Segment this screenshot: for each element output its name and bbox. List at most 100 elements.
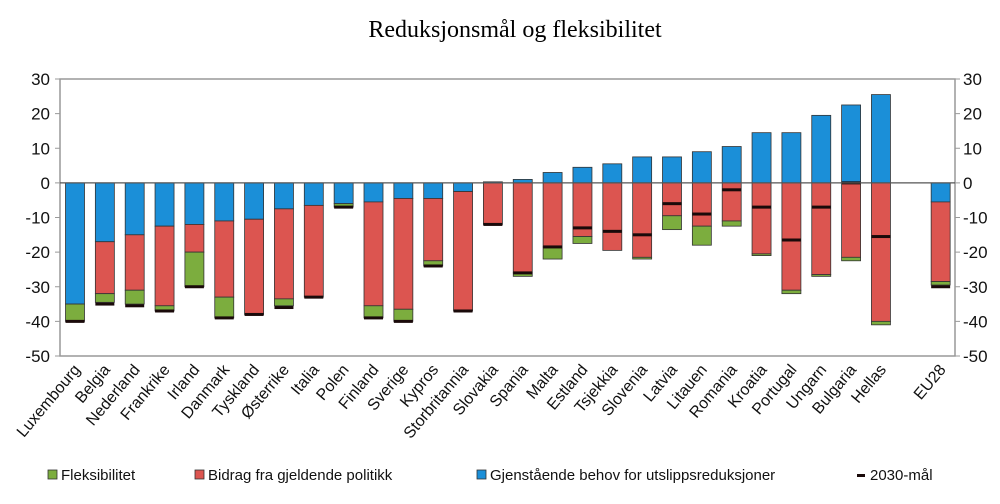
bar-remaining-need: [154, 182, 175, 227]
bar-remaining-need: [751, 132, 772, 184]
target-marker-2030: [513, 271, 533, 275]
bar-current-policy: [542, 182, 563, 248]
bar-remaining-need: [662, 156, 682, 184]
x-tick-label: EU28: [911, 362, 950, 404]
y-tick-label-left: -30: [25, 278, 50, 297]
y-tick-label-left: 20: [31, 105, 50, 124]
y-tick-label-left: 0: [41, 174, 50, 193]
legend-label: Gjenstående behov for utslippsreduksjone…: [490, 467, 775, 484]
bar-flexibility: [721, 220, 742, 227]
target-marker-2030: [871, 235, 891, 239]
bar-flexibility: [214, 296, 235, 319]
bar-remaining-need: [423, 182, 444, 199]
bar-flexibility: [930, 281, 951, 286]
bar-current-policy: [214, 220, 235, 298]
bar-flexibility: [184, 251, 205, 288]
bar-current-policy: [363, 201, 384, 307]
bar-flexibility: [94, 293, 115, 303]
bar-remaining-need: [572, 166, 593, 184]
bar-remaining-need: [214, 182, 235, 222]
target-marker-2030: [364, 316, 383, 320]
y-tick-label-right: -10: [963, 209, 988, 228]
target-marker-2030: [244, 312, 264, 316]
bar-current-policy: [662, 182, 682, 217]
x-tick-label: Luxembourg: [14, 362, 84, 441]
bar-remaining-need: [124, 182, 145, 236]
target-marker-2030: [483, 222, 503, 226]
bar-current-policy: [244, 218, 265, 315]
bar-flexibility: [691, 225, 712, 246]
legend-swatch: [194, 469, 205, 480]
bar-remaining-need: [542, 172, 563, 184]
target-marker-2030: [543, 245, 563, 249]
target-marker-2030: [214, 316, 234, 320]
target-marker-2030: [423, 264, 443, 268]
bar-current-policy: [393, 198, 414, 310]
bar-flexibility: [811, 274, 832, 277]
bar-current-policy: [602, 182, 623, 251]
bar-current-policy: [453, 191, 473, 312]
y-tick-label-right: -40: [963, 312, 988, 331]
target-marker-2030: [602, 229, 622, 233]
target-marker-2030: [65, 319, 85, 323]
target-marker-2030: [811, 205, 831, 209]
bar-flexibility: [363, 305, 384, 319]
bar-current-policy: [124, 234, 145, 291]
legend-swatch: [47, 469, 58, 480]
bar-remaining-need: [602, 163, 623, 184]
legend-label: Fleksibilitet: [61, 467, 136, 484]
bar-remaining-need: [632, 156, 653, 184]
legend-swatch-target: [857, 474, 865, 477]
target-marker-2030: [722, 188, 742, 192]
target-marker-2030: [155, 309, 175, 313]
target-marker-2030: [95, 302, 115, 306]
target-marker-2030: [931, 285, 951, 289]
bar-flexibility: [124, 289, 145, 305]
bar-flexibility: [871, 320, 891, 326]
target-marker-2030: [632, 233, 652, 237]
bar-remaining-need: [781, 132, 802, 184]
bar-remaining-need: [94, 182, 115, 243]
bar-remaining-need: [841, 104, 861, 184]
y-tick-label-left: 30: [31, 70, 50, 89]
y-tick-label-right: -20: [963, 243, 988, 262]
legend-label: 2030-mål: [870, 467, 933, 484]
bar-remaining-need: [811, 114, 832, 184]
bar-flexibility: [841, 256, 861, 262]
bar-current-policy: [781, 182, 802, 291]
y-tick-label-right: -30: [963, 278, 988, 297]
bar-remaining-need: [453, 182, 473, 192]
bar-flexibility: [572, 236, 593, 244]
bar-current-policy: [154, 225, 175, 307]
bar-current-policy: [512, 182, 533, 274]
bar-current-policy: [632, 182, 653, 258]
y-tick-label-left: -50: [25, 347, 50, 366]
y-tick-label-left: -40: [25, 312, 50, 331]
bar-current-policy: [482, 182, 503, 225]
bar-current-policy: [871, 182, 891, 322]
bar-flexibility: [393, 308, 414, 322]
y-tick-label-right: -50: [963, 347, 988, 366]
bar-flexibility: [781, 289, 802, 295]
bar-remaining-need: [65, 182, 85, 305]
target-marker-2030: [662, 202, 682, 206]
target-marker-2030: [752, 205, 772, 209]
target-marker-2030: [781, 238, 801, 242]
bar-current-policy: [841, 182, 861, 258]
bar-remaining-need: [871, 94, 891, 184]
bar-remaining-need: [930, 182, 951, 203]
bar-current-policy: [751, 182, 772, 255]
bar-remaining-need: [244, 182, 265, 220]
target-marker-2030: [572, 226, 592, 230]
legend-swatch: [476, 469, 487, 480]
target-marker-2030: [274, 306, 294, 310]
bar-current-policy: [274, 208, 294, 300]
bar-flexibility: [632, 256, 653, 260]
target-marker-2030: [184, 285, 204, 289]
y-tick-label-left: -20: [25, 243, 50, 262]
bar-current-policy: [423, 198, 444, 262]
bar-flexibility: [662, 215, 682, 231]
y-tick-label-right: 30: [963, 70, 982, 89]
bar-flexibility: [274, 298, 294, 307]
